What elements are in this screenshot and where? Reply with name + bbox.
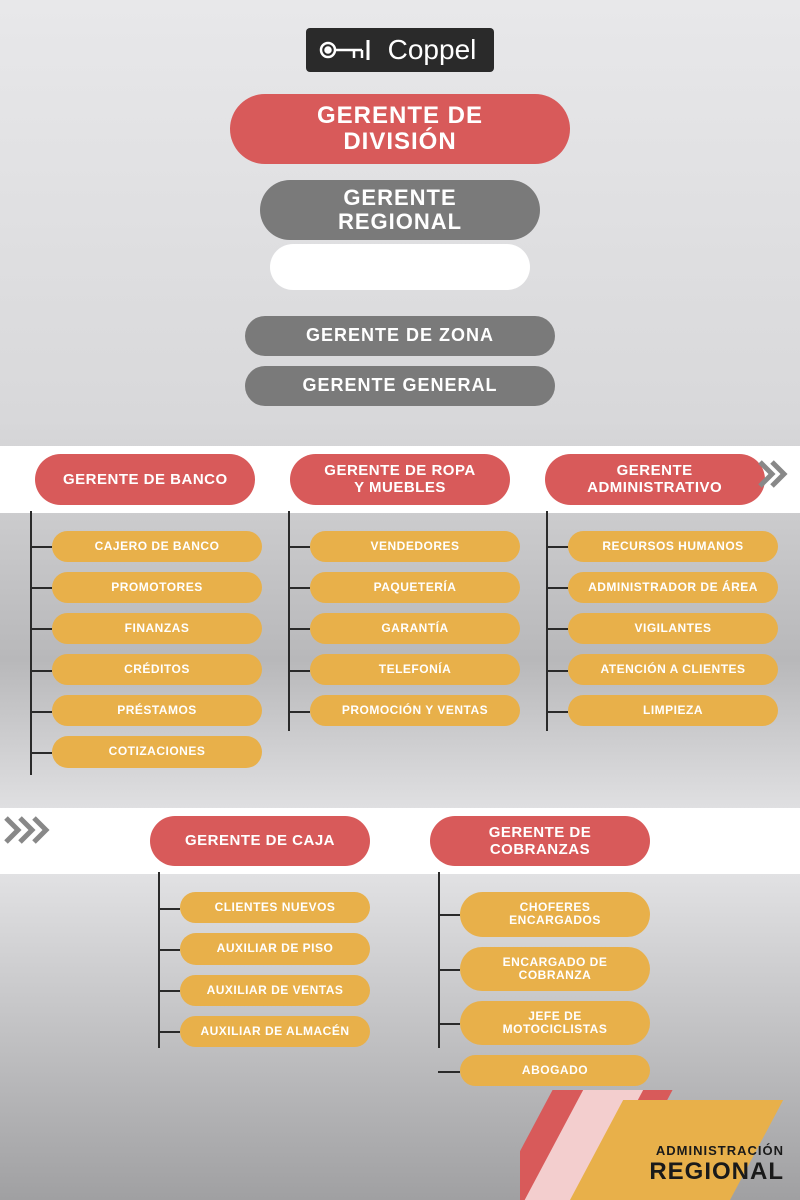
brand-name: Coppel	[388, 34, 477, 66]
footer-text: ADMINISTRACIÓN REGIONAL	[649, 1143, 784, 1186]
chevron-right-icon	[758, 460, 798, 493]
pill-general: GERENTE GENERAL	[245, 366, 555, 406]
org-item: GARANTÍA	[310, 613, 520, 644]
org-item-label: CAJERO DE BANCO	[52, 531, 262, 562]
pill-zona: GERENTE DE ZONA	[245, 316, 555, 356]
org-item-label: VIGILANTES	[568, 613, 778, 644]
spacer-white	[270, 244, 530, 290]
org-item: PROMOTORES	[52, 572, 262, 603]
org-item: COTIZACIONES	[52, 736, 262, 767]
org-item: CHOFERES ENCARGADOS	[460, 892, 650, 936]
org-item-label: AUXILIAR DE VENTAS	[180, 975, 370, 1006]
brand-logo: Coppel	[306, 28, 495, 72]
org-item-label: CHOFERES ENCARGADOS	[460, 892, 650, 936]
departments-bottom-band: GERENTE DE CAJA GERENTE DE COBRANZAS	[0, 808, 800, 875]
org-item: CLIENTES NUEVOS	[180, 892, 370, 923]
org-item: AUXILIAR DE VENTAS	[180, 975, 370, 1006]
dept-head: GERENTE DE BANCO	[35, 454, 255, 505]
dept-head: GERENTE DE ROPA Y MUEBLES	[290, 454, 510, 505]
departments-bottom-columns: CLIENTES NUEVOS AUXILIAR DE PISO AUXILIAR …	[0, 874, 800, 1096]
org-item-label: PROMOCIÓN Y VENTAS	[310, 695, 520, 726]
dept-head: GERENTE DE CAJA	[150, 816, 370, 867]
org-item-label: PRÉSTAMOS	[52, 695, 262, 726]
org-item: FINANZAS	[52, 613, 262, 644]
pill-regional: GERENTE REGIONAL	[260, 180, 540, 240]
org-item-label: PROMOTORES	[52, 572, 262, 603]
org-item-label: VENDEDORES	[310, 531, 520, 562]
logo-container: Coppel	[0, 0, 800, 72]
org-item-label: TELEFONÍA	[310, 654, 520, 685]
org-item: JEFE DE MOTOCICLISTAS	[460, 1001, 650, 1045]
org-item: VIGILANTES	[568, 613, 778, 644]
org-item-label: FINANZAS	[52, 613, 262, 644]
org-item: ATENCIÓN A CLIENTES	[568, 654, 778, 685]
org-item-label: PAQUETERÍA	[310, 572, 520, 603]
key-icon	[318, 38, 378, 62]
org-item: ADMINISTRADOR DE ÁREA	[568, 572, 778, 603]
hierarchy-stack: GERENTE DE DIVISIÓN GERENTE REGIONAL GER…	[0, 94, 800, 406]
org-item: VENDEDORES	[310, 531, 520, 562]
dept-head: GERENTE DE COBRANZAS	[430, 816, 650, 867]
org-item-label: LIMPIEZA	[568, 695, 778, 726]
org-item-label: AUXILIAR DE ALMACÉN	[180, 1016, 370, 1047]
org-item: RECURSOS HUMANOS	[568, 531, 778, 562]
org-item-label: ADMINISTRADOR DE ÁREA	[568, 572, 778, 603]
dept-column: CAJERO DE BANCO PROMOTORES FINANZAS CRÉDITO…	[22, 531, 262, 778]
dept-head: GERENTE ADMINISTRATIVO	[545, 454, 765, 505]
dept-column: CLIENTES NUEVOS AUXILIAR DE PISO AUXILIAR …	[150, 892, 370, 1096]
org-item-label: CRÉDITOS	[52, 654, 262, 685]
org-item-label: ATENCIÓN A CLIENTES	[568, 654, 778, 685]
departments-top-columns: CAJERO DE BANCO PROMOTORES FINANZAS CRÉDITO…	[0, 513, 800, 778]
org-item: TELEFONÍA	[310, 654, 520, 685]
org-item: PAQUETERÍA	[310, 572, 520, 603]
dept-column: CHOFERES ENCARGADOS ENCARGADO DE COBRANZA…	[430, 892, 650, 1096]
org-item: CAJERO DE BANCO	[52, 531, 262, 562]
org-item-label: GARANTÍA	[310, 613, 520, 644]
org-item: AUXILIAR DE PISO	[180, 933, 370, 964]
org-item: AUXILIAR DE ALMACÉN	[180, 1016, 370, 1047]
footer-line2: REGIONAL	[649, 1158, 784, 1186]
footer: ADMINISTRACIÓN REGIONAL	[520, 1090, 800, 1200]
dept-column: VENDEDORES PAQUETERÍA GARANTÍA TELEFONÍA PRO…	[280, 531, 520, 778]
org-item: ENCARGADO DE COBRANZA	[460, 947, 650, 991]
footer-line1: ADMINISTRACIÓN	[649, 1143, 784, 1158]
chevron-right-icon	[4, 816, 64, 849]
org-item: PROMOCIÓN Y VENTAS	[310, 695, 520, 726]
org-item-label: COTIZACIONES	[52, 736, 262, 767]
org-item-label: JEFE DE MOTOCICLISTAS	[460, 1001, 650, 1045]
org-item-label: ABOGADO	[460, 1055, 650, 1086]
org-item-label: ENCARGADO DE COBRANZA	[460, 947, 650, 991]
org-item: PRÉSTAMOS	[52, 695, 262, 726]
org-item-label: AUXILIAR DE PISO	[180, 933, 370, 964]
departments-top-band: GERENTE DE BANCO GERENTE DE ROPA Y MUEBLE…	[0, 446, 800, 513]
org-item: ABOGADO	[460, 1055, 650, 1086]
org-item-label: CLIENTES NUEVOS	[180, 892, 370, 923]
org-item: LIMPIEZA	[568, 695, 778, 726]
dept-column: RECURSOS HUMANOS ADMINISTRADOR DE ÁREA VIG…	[538, 531, 778, 778]
org-item-label: RECURSOS HUMANOS	[568, 531, 778, 562]
pill-division: GERENTE DE DIVISIÓN	[230, 94, 570, 164]
org-item: CRÉDITOS	[52, 654, 262, 685]
